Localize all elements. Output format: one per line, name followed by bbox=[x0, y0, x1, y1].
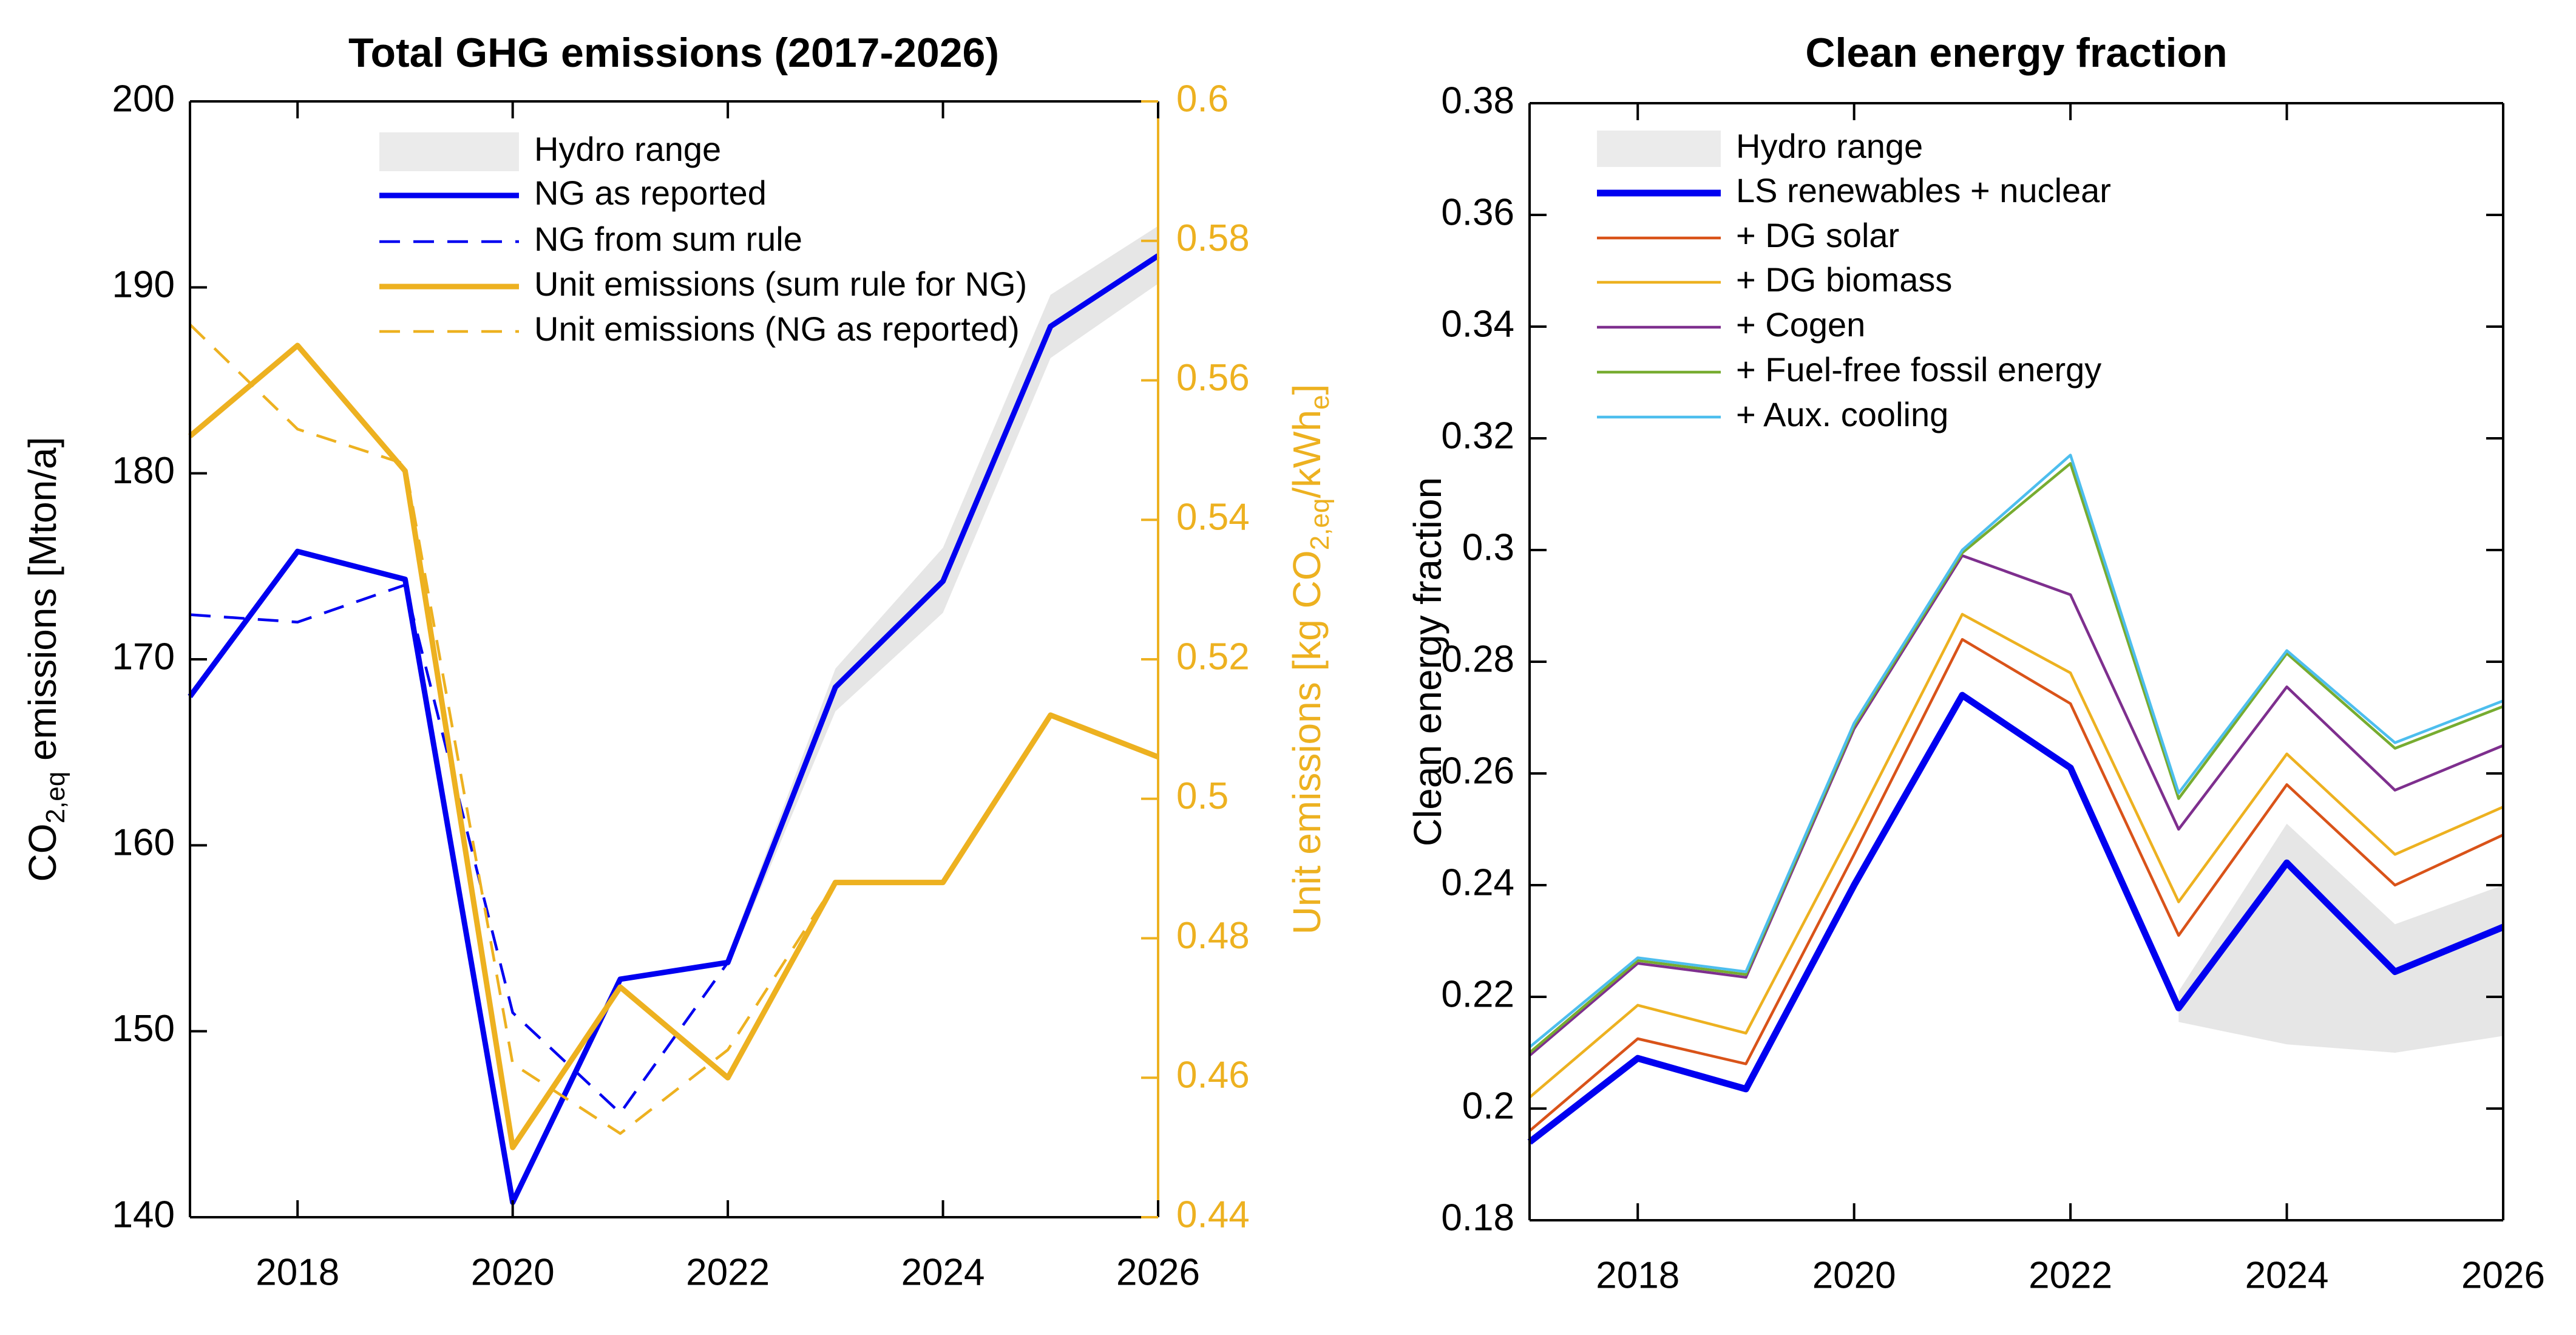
y-tick-label: 0.26 bbox=[1441, 750, 1514, 792]
y-tick-label: 200 bbox=[112, 78, 175, 120]
right-y-tick-label: 0.56 bbox=[1176, 357, 1250, 399]
legend-label: + Cogen bbox=[1736, 305, 1865, 344]
x-tick-label: 2018 bbox=[256, 1251, 339, 1293]
left-panel-title: Total GHG emissions (2017-2026) bbox=[348, 30, 1000, 76]
x-tick-label: 2020 bbox=[471, 1251, 555, 1293]
right-y-tick-label: 0.54 bbox=[1176, 497, 1250, 538]
legend-label: LS renewables + nuclear bbox=[1736, 171, 2111, 209]
right-y-axis-label: Clean energy fraction bbox=[1406, 477, 1449, 847]
legend-label: + DG biomass bbox=[1736, 260, 1952, 299]
legend-label: + Fuel-free fossil energy bbox=[1736, 350, 2101, 389]
right-y-tick-label: 0.46 bbox=[1176, 1055, 1250, 1096]
y-tick-label: 150 bbox=[112, 1008, 175, 1050]
right-y-tick-label: 0.44 bbox=[1176, 1194, 1250, 1235]
legend-label: Hydro range bbox=[534, 130, 721, 168]
series-line-unit-emissions-sum-rule-for-ng- bbox=[188, 342, 1159, 1150]
y-tick-label: 0.2 bbox=[1462, 1085, 1514, 1127]
right-y-tick-label: 0.52 bbox=[1176, 636, 1250, 678]
right-y-tick-label: 0.48 bbox=[1176, 915, 1250, 957]
series-line--aux-cooling bbox=[1528, 453, 2504, 1048]
legend-label: + Aux. cooling bbox=[1736, 395, 1948, 433]
series-line--cogen bbox=[1528, 554, 2504, 1057]
right-panel-title: Clean energy fraction bbox=[1805, 30, 2228, 76]
y-tick-label: 190 bbox=[112, 264, 175, 306]
right-y-tick-label: 0.5 bbox=[1176, 775, 1229, 817]
series-line-unit-emissions-ng-as-reported- bbox=[189, 323, 1159, 1135]
y-tick-label: 180 bbox=[112, 450, 175, 492]
left-panel-right-y-axis-label: Unit emissions [kg CO2,eq/kWhe] bbox=[1285, 384, 1335, 935]
x-tick-label: 2020 bbox=[1812, 1254, 1896, 1296]
y-tick-label: 0.3 bbox=[1462, 526, 1514, 568]
x-tick-label: 2022 bbox=[686, 1251, 770, 1293]
y-tick-label: 0.32 bbox=[1441, 415, 1514, 457]
x-tick-label: 2026 bbox=[2461, 1254, 2545, 1296]
y-tick-label: 0.24 bbox=[1441, 861, 1514, 903]
left-y-axis-label: CO2,eq emissions [Mton/a] bbox=[21, 437, 70, 882]
hydro-range-band bbox=[728, 226, 1158, 968]
right-y-tick-label: 0.6 bbox=[1176, 78, 1229, 120]
hydro-range-band bbox=[2178, 823, 2503, 1053]
y-tick-label: 0.34 bbox=[1441, 303, 1514, 345]
legend-label: Hydro range bbox=[1736, 127, 1923, 165]
series-line--fuel-free-fossil-energy bbox=[1528, 462, 2504, 1054]
series-line--dg-solar bbox=[1528, 637, 2504, 1132]
panel-left: 2018 2020 2022 2024 2026 140 150 160 170 180 190 20… bbox=[112, 78, 1250, 1293]
x-tick-label: 2024 bbox=[901, 1251, 985, 1293]
series-line--dg-biomass bbox=[1528, 613, 2504, 1099]
x-tick-label: 2022 bbox=[2029, 1254, 2112, 1296]
legend-label: Unit emissions (NG as reported) bbox=[534, 310, 1020, 348]
y-tick-label: 0.36 bbox=[1441, 191, 1514, 233]
y-tick-label: 0.38 bbox=[1441, 80, 1514, 121]
y-tick-label: 140 bbox=[112, 1194, 175, 1235]
x-tick-label: 2026 bbox=[1116, 1251, 1200, 1293]
x-tick-label: 2018 bbox=[1596, 1254, 1679, 1296]
legend-label: NG as reported bbox=[534, 174, 767, 212]
panel-right: 2018 2020 2022 2024 2026 0.18 0.2 0.22 0.24 0.26 0… bbox=[1441, 80, 2545, 1296]
series-line-ng-from-sum-rule bbox=[189, 254, 1159, 1115]
right-y-tick-label: 0.58 bbox=[1176, 217, 1250, 259]
y-tick-label: 0.22 bbox=[1441, 973, 1514, 1015]
x-tick-label: 2024 bbox=[2245, 1254, 2329, 1296]
legend-label: NG from sum rule bbox=[534, 220, 802, 258]
y-tick-label: 0.18 bbox=[1441, 1197, 1514, 1238]
legend-swatch-hydro-range bbox=[379, 132, 519, 171]
legend-label: Unit emissions (sum rule for NG) bbox=[534, 265, 1027, 303]
y-tick-label: 0.28 bbox=[1441, 638, 1514, 680]
y-tick-label: 170 bbox=[112, 636, 175, 678]
series-line-ls-renewables-nuclear bbox=[1527, 691, 2505, 1145]
legend-swatch-hydro-range bbox=[1597, 131, 1721, 167]
y-tick-label: 160 bbox=[112, 822, 175, 864]
legend-label: + DG solar bbox=[1736, 216, 1899, 254]
